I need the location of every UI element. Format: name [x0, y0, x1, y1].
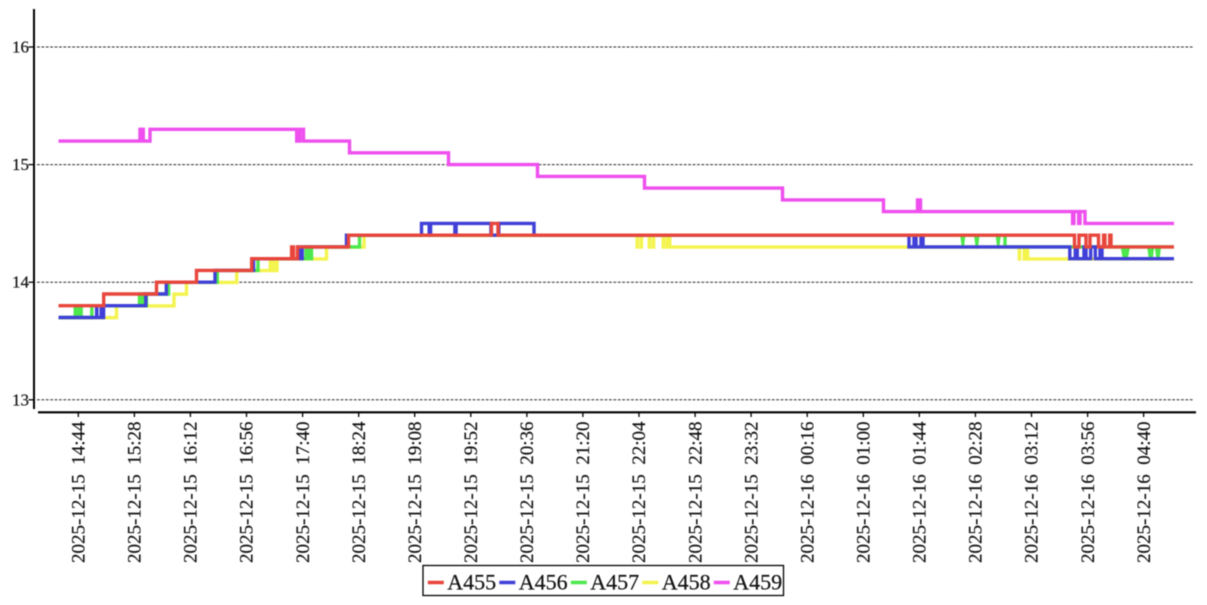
svg-text:2025-12-16 01:44: 2025-12-16 01:44	[910, 421, 931, 563]
svg-text:2025-12-15 20:36: 2025-12-15 20:36	[517, 422, 538, 563]
svg-text:A457: A457	[590, 570, 639, 595]
svg-text:16: 16	[12, 38, 29, 57]
svg-text:2025-12-15 22:48: 2025-12-15 22:48	[685, 422, 706, 563]
svg-text:2025-12-16 00:16: 2025-12-16 00:16	[797, 422, 818, 563]
svg-text:2025-12-15 19:52: 2025-12-15 19:52	[461, 422, 482, 563]
svg-text:2025-12-15 23:32: 2025-12-15 23:32	[741, 422, 762, 563]
svg-text:2025-12-15 14:44: 2025-12-15 14:44	[69, 421, 90, 563]
svg-text:2025-12-15 15:28: 2025-12-15 15:28	[125, 422, 146, 563]
svg-text:2025-12-15 16:12: 2025-12-15 16:12	[181, 422, 202, 563]
svg-text:13: 13	[12, 390, 29, 409]
svg-text:A456: A456	[519, 570, 568, 595]
svg-text:2025-12-16 01:00: 2025-12-16 01:00	[854, 422, 875, 563]
svg-text:2025-12-16 02:28: 2025-12-16 02:28	[966, 422, 987, 563]
svg-text:15: 15	[12, 155, 29, 174]
svg-text:2025-12-16 03:56: 2025-12-16 03:56	[1078, 422, 1099, 563]
svg-text:2025-12-16 04:40: 2025-12-16 04:40	[1134, 422, 1155, 563]
svg-text:A455: A455	[447, 570, 496, 595]
svg-text:A459: A459	[733, 570, 782, 595]
svg-text:2025-12-15 22:04: 2025-12-15 22:04	[629, 421, 650, 563]
svg-text:2025-12-15 18:24: 2025-12-15 18:24	[349, 421, 370, 563]
svg-text:2025-12-15 17:40: 2025-12-15 17:40	[293, 422, 314, 563]
svg-text:14: 14	[12, 273, 30, 292]
svg-text:2025-12-15 19:08: 2025-12-15 19:08	[405, 422, 426, 563]
svg-text:A458: A458	[662, 570, 711, 595]
svg-text:2025-12-15 16:56: 2025-12-15 16:56	[237, 422, 258, 563]
svg-text:2025-12-16 03:12: 2025-12-16 03:12	[1022, 422, 1043, 563]
svg-text:2025-12-15 21:20: 2025-12-15 21:20	[573, 422, 594, 563]
